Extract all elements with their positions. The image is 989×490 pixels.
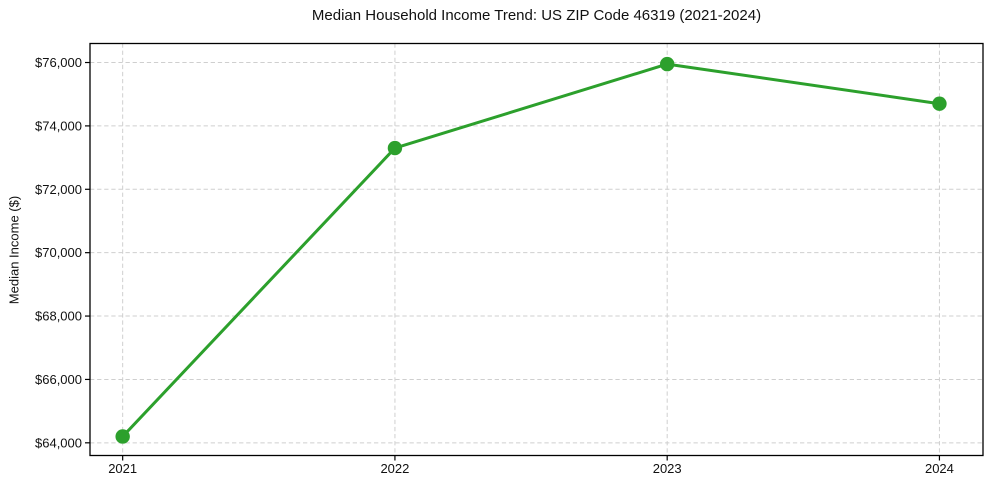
x-tick-label: 2023: [653, 461, 682, 476]
x-tick-label: 2022: [380, 461, 409, 476]
y-tick-label: $66,000: [35, 372, 82, 387]
data-point: [659, 56, 675, 72]
x-tick-label: 2021: [108, 461, 137, 476]
x-tick-label: 2024: [925, 461, 954, 476]
trend-line: [121, 62, 941, 438]
y-tick-label: $64,000: [35, 435, 82, 450]
y-tick-label: $72,000: [35, 182, 82, 197]
data-point: [932, 96, 947, 111]
data-point: [387, 140, 403, 156]
plot-border: [89, 42, 984, 457]
y-tick-label: $68,000: [35, 309, 82, 324]
y-tick-label: $76,000: [35, 55, 82, 70]
y-tick-label: $70,000: [35, 245, 82, 260]
data-point: [115, 429, 130, 444]
chart-title: Median Household Income Trend: US ZIP Co…: [311, 7, 762, 24]
y-tick-label: $74,000: [35, 118, 82, 133]
